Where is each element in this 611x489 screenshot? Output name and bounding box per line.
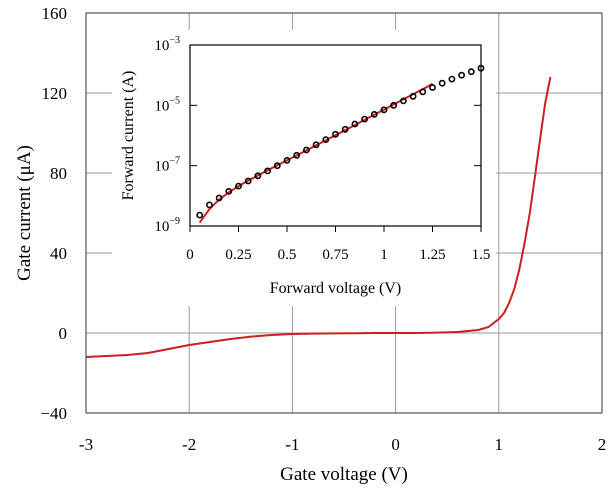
inset-data-point: [273, 162, 281, 170]
main-x-tick-label: 1: [495, 435, 504, 454]
inset-data-point: [283, 156, 291, 164]
inset-data-point: [438, 79, 446, 87]
inset-data-point: [293, 151, 301, 159]
main-x-tick-label: -2: [182, 435, 196, 454]
main-y-tick-label: −40: [40, 404, 67, 423]
inset-x-tick-label: 1.5: [472, 247, 491, 263]
inset-data-point: [312, 141, 320, 149]
inset-background: [112, 30, 496, 306]
inset-data-point: [429, 84, 436, 91]
inset-x-tick-label: 0: [186, 247, 194, 263]
main-y-tick-label: 40: [50, 244, 67, 263]
inset-x-tick-label: 0.25: [225, 247, 251, 263]
inset-data-point: [351, 120, 359, 128]
main-x-tick-label: -1: [285, 435, 299, 454]
main-x-axis-label: Gate voltage (V): [280, 464, 408, 485]
inset-data-point: [264, 167, 271, 175]
inset-data-point: [196, 211, 204, 219]
inset-y-axis-label: Forward current (A): [120, 71, 137, 201]
forward-current-fit-line: [198, 82, 433, 224]
inset-data-point: [370, 111, 378, 118]
main-y-tick-label: 80: [50, 164, 67, 183]
inset-x-tick-label: 1: [380, 247, 388, 263]
inset-data-point: [244, 177, 252, 185]
forward-current-markers: [196, 64, 485, 219]
inset-data-point: [399, 97, 407, 105]
main-y-axis-label: Gate current (μA): [14, 145, 35, 281]
inset-x-axis-label: Forward voltage (V): [270, 280, 402, 297]
main-y-tick-label: 160: [42, 4, 68, 23]
gate-current-line: [85, 76, 552, 358]
inset-data-point: [254, 172, 262, 180]
inset-data-point: [390, 101, 398, 109]
inset-data-point: [448, 75, 456, 83]
inset-x-tick-label: 1.25: [419, 247, 445, 263]
inset-data-point: [332, 130, 339, 138]
main-ticks: -3 -2 -1 0 1 2 −40 0 40 80 120 160: [40, 4, 606, 454]
main-x-tick-label: 0: [391, 435, 400, 454]
inset-data-point: [205, 201, 213, 209]
main-x-tick-label: -3: [79, 435, 93, 454]
inset-x-tick-label: 0.75: [322, 247, 348, 263]
inset-data-point: [380, 106, 388, 114]
inset-data-point: [477, 64, 485, 72]
inset-data-point: [302, 146, 310, 154]
main-y-tick-label: 120: [42, 84, 68, 103]
inset-data-point: [341, 125, 349, 133]
inset-x-tick-label: 0.5: [278, 247, 297, 263]
inset-data-point: [419, 88, 427, 96]
main-x-tick-label: 2: [598, 435, 607, 454]
inset-data-point: [322, 136, 330, 143]
inset-data-point: [458, 71, 465, 79]
inset-chart: 0 0.25 0.5 0.75 1 1.25 1.510−910−710−510−3 For…: [112, 30, 496, 306]
inset-data-point: [235, 182, 242, 190]
main-y-tick-label: 0: [59, 324, 68, 343]
inset-data-point: [409, 92, 417, 100]
inset-data-point: [467, 68, 475, 76]
inset-data-point: [361, 115, 368, 123]
inset-data-point: [225, 187, 233, 195]
inset-data-point: [215, 194, 223, 202]
main-plot-frame: [85, 12, 603, 414]
